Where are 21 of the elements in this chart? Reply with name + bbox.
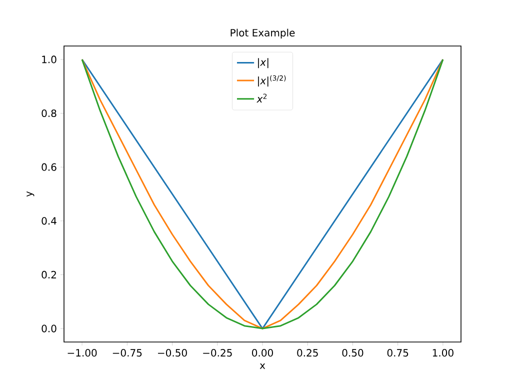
y-tick-label: 0.0 [42,324,56,332]
x-tick-label: 0.50 [342,349,364,357]
x-axis-title: x [260,363,266,369]
x-tick-label: −0.25 [203,349,232,357]
y-tick-label: 0.6 [42,163,56,171]
x-tick-label: 1.00 [432,349,454,357]
x-tick-label: −0.75 [112,349,142,357]
y-tick-label: 0.2 [42,270,56,279]
x-tick-label: −1.00 [68,349,97,357]
y-tick-label: 1.0 [42,56,56,64]
y-tick-label: 0.4 [42,217,56,225]
legend-label: x$^{2}$ [256,94,267,103]
x-tick-label: 0.00 [252,349,273,357]
x-tick-label: 0.25 [297,349,318,357]
x-tick-label: 0.75 [387,349,408,357]
x-tick-label: −0.50 [158,349,187,357]
legend-label: |x| [258,58,268,68]
y-tick-label: 0.8 [42,109,56,118]
chart-title: Plot Example [230,28,295,38]
legend-label: |x|$^{(3/2)}$ [258,75,286,87]
y-axis-title: y [26,191,34,197]
